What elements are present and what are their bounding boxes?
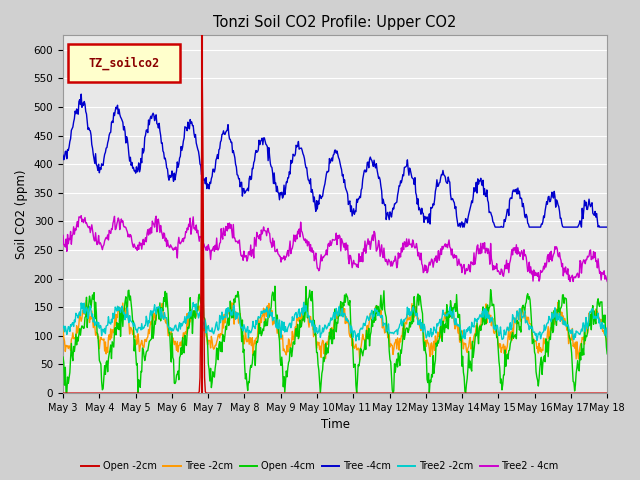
Text: TZ_soilco2: TZ_soilco2	[88, 57, 159, 70]
Title: Tonzi Soil CO2 Profile: Upper CO2: Tonzi Soil CO2 Profile: Upper CO2	[213, 15, 457, 30]
Legend: Open -2cm, Tree -2cm, Open -4cm, Tree -4cm, Tree2 -2cm, Tree2 - 4cm: Open -2cm, Tree -2cm, Open -4cm, Tree -4…	[77, 457, 563, 475]
Y-axis label: Soil CO2 (ppm): Soil CO2 (ppm)	[15, 169, 28, 259]
X-axis label: Time: Time	[321, 419, 349, 432]
FancyBboxPatch shape	[68, 44, 180, 82]
